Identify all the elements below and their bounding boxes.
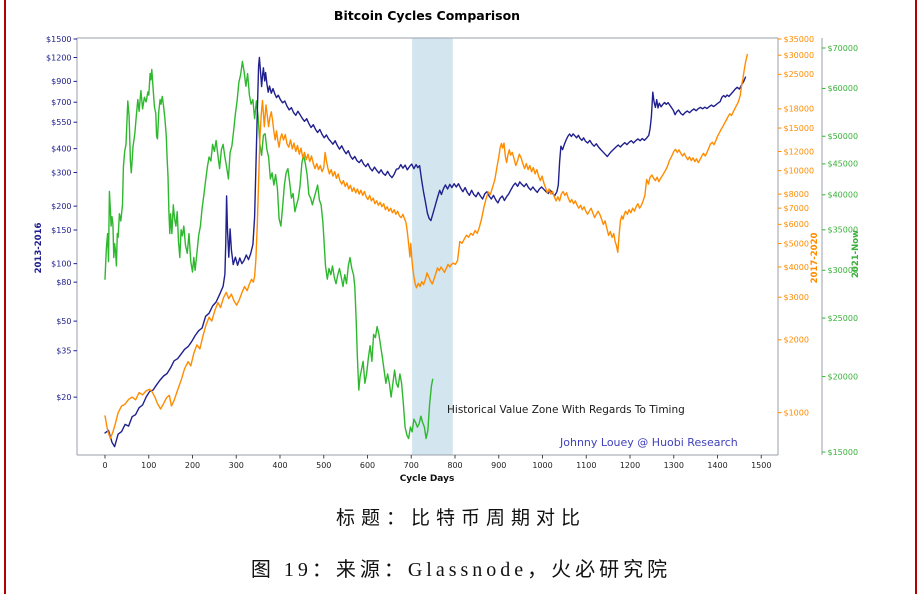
y-tick-label: $10000 [784, 166, 815, 175]
y-tick-label: $15000 [784, 124, 815, 133]
y-tick-label: $7000 [784, 204, 809, 213]
y-tick-label: $400 [51, 144, 71, 153]
credit-annotation: Johnny Louey @ Huobi Research [559, 436, 738, 449]
page-border-right [915, 0, 917, 594]
y-tick-label: $12000 [784, 147, 815, 156]
y-tick-label: $150 [51, 226, 71, 235]
x-tick-label: 100 [141, 461, 156, 470]
y-tick-label: $300 [51, 168, 71, 177]
y-tick-label: $1000 [784, 408, 809, 417]
x-tick-label: 1300 [664, 461, 684, 470]
y-tick-label: $25000 [828, 314, 859, 323]
y-tick-label: $15000 [828, 448, 859, 457]
y-tick-label: $70000 [828, 44, 859, 53]
y-tick-label: $700 [51, 98, 71, 107]
page-border-left [4, 0, 6, 594]
y-tick-label: $80 [56, 278, 71, 287]
x-tick-label: 300 [229, 461, 244, 470]
x-tick-label: 1400 [707, 461, 727, 470]
x-tick-label: 800 [447, 461, 462, 470]
y-tick-label: $45000 [828, 160, 859, 169]
value-zone-band [412, 38, 453, 455]
x-tick-label: 1100 [576, 461, 596, 470]
y-tick-label: $1200 [46, 53, 71, 62]
right-axis-title-2021-now: 2021-Now [851, 230, 861, 278]
chart-title: Bitcoin Cycles Comparison [334, 8, 520, 23]
x-tick-label: 0 [102, 461, 107, 470]
bitcoin-cycles-chart: 0 100 200 300 400 500 600 700 800 900 1000 1100 1200… [34, 8, 861, 484]
chart-series [104, 53, 748, 448]
right-axis-title-2017-2020: 2017-2020 [810, 232, 820, 283]
axis-ticks: 0 100 200 300 400 500 600 700 800 900 1000 1100 1200… [46, 35, 858, 470]
y-tick-label: $35000 [784, 35, 815, 44]
y-tick-label: $35000 [828, 226, 859, 235]
y-tick-label: $20 [56, 393, 71, 402]
x-tick-label: 200 [185, 461, 200, 470]
y-tick-label: $40000 [828, 191, 859, 200]
y-tick-label: $200 [51, 202, 71, 211]
y-tick-label: $1500 [46, 35, 71, 44]
y-tick-label: $30000 [784, 51, 815, 60]
x-tick-label: 1500 [751, 461, 771, 470]
y-tick-label: $2000 [784, 336, 809, 345]
x-axis-title: Cycle Days [400, 474, 455, 484]
y-tick-label: $50 [56, 317, 71, 326]
y-tick-label: $550 [51, 118, 71, 127]
x-tick-label: 700 [404, 461, 419, 470]
y-tick-label: $30000 [828, 266, 859, 275]
y-tick-label: $4000 [784, 263, 809, 272]
y-tick-label: $18000 [784, 105, 815, 114]
caption-source-cn: 图 19：来源：Glassnode，火必研究院 [250, 559, 672, 581]
y-tick-label: $3000 [784, 293, 809, 302]
y-tick-label: $25000 [784, 70, 815, 79]
y-tick-label: $5000 [784, 239, 809, 248]
y-tick-label: $8000 [784, 190, 809, 199]
y-tick-label: $60000 [828, 84, 859, 93]
x-tick-label: 400 [272, 461, 287, 470]
series-line-2013-2016 [104, 56, 747, 448]
x-tick-label: 900 [491, 461, 506, 470]
y-tick-label: $6000 [784, 220, 809, 229]
x-tick-label: 1200 [620, 461, 640, 470]
x-tick-label: 500 [316, 461, 331, 470]
zone-annotation: Historical Value Zone With Regards To Ti… [447, 404, 685, 416]
left-axis-title: 2013-2016 [34, 222, 44, 273]
series-line-2017-2020 [104, 53, 748, 440]
y-tick-label: $900 [51, 77, 71, 86]
x-tick-label: 600 [360, 461, 375, 470]
y-tick-label: $50000 [828, 132, 859, 141]
x-tick-label: 1000 [532, 461, 552, 470]
y-tick-label: $100 [51, 259, 71, 268]
y-tick-label: $35 [56, 347, 71, 356]
y-tick-label: $20000 [828, 372, 859, 381]
plot-spines [76, 37, 823, 456]
caption-title-cn: 标题：比特币周期对比 [335, 508, 586, 529]
series-line-2021-Now [104, 60, 434, 440]
